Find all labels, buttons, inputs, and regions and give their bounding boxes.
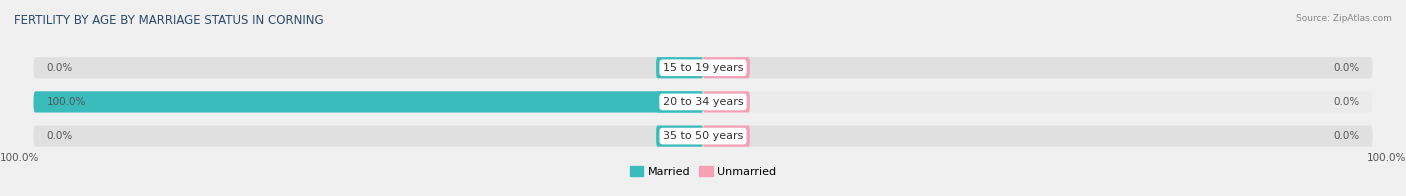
- FancyBboxPatch shape: [657, 125, 703, 147]
- FancyBboxPatch shape: [657, 57, 703, 78]
- Text: 100.0%: 100.0%: [46, 97, 86, 107]
- FancyBboxPatch shape: [34, 125, 1372, 147]
- Text: 0.0%: 0.0%: [1333, 97, 1360, 107]
- FancyBboxPatch shape: [657, 91, 703, 113]
- Text: FERTILITY BY AGE BY MARRIAGE STATUS IN CORNING: FERTILITY BY AGE BY MARRIAGE STATUS IN C…: [14, 14, 323, 27]
- Text: 15 to 19 years: 15 to 19 years: [662, 63, 744, 73]
- FancyBboxPatch shape: [34, 91, 1372, 113]
- FancyBboxPatch shape: [34, 91, 703, 113]
- Text: 20 to 34 years: 20 to 34 years: [662, 97, 744, 107]
- Text: 0.0%: 0.0%: [1333, 131, 1360, 141]
- Text: 0.0%: 0.0%: [46, 131, 73, 141]
- FancyBboxPatch shape: [703, 91, 749, 113]
- FancyBboxPatch shape: [703, 57, 749, 78]
- Text: 35 to 50 years: 35 to 50 years: [662, 131, 744, 141]
- Text: 100.0%: 100.0%: [0, 153, 39, 163]
- Text: 0.0%: 0.0%: [46, 63, 73, 73]
- Legend: Married, Unmarried: Married, Unmarried: [626, 161, 780, 181]
- Text: 0.0%: 0.0%: [1333, 63, 1360, 73]
- Text: 100.0%: 100.0%: [1367, 153, 1406, 163]
- Text: Source: ZipAtlas.com: Source: ZipAtlas.com: [1296, 14, 1392, 23]
- FancyBboxPatch shape: [34, 57, 1372, 78]
- FancyBboxPatch shape: [703, 125, 749, 147]
